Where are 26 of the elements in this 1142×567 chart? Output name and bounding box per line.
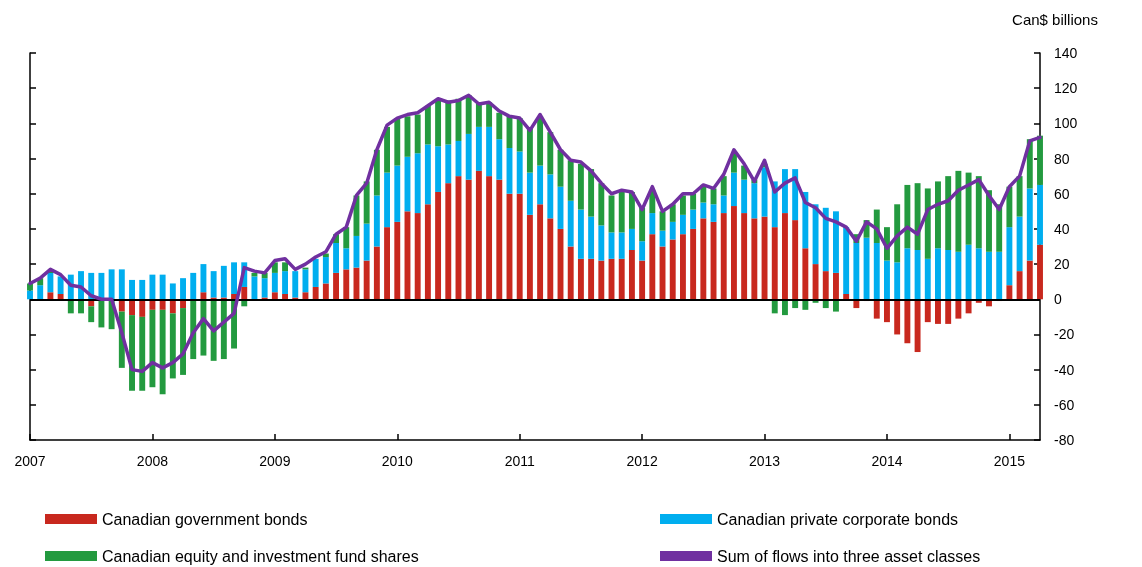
y-tick-label: -20 bbox=[1054, 326, 1075, 343]
y-tick-label: -80 bbox=[1054, 432, 1075, 448]
x-tick-label: 2012 bbox=[626, 453, 658, 469]
legend-label: Canadian equity and investment fund shares bbox=[102, 547, 419, 565]
y-tick-label: -40 bbox=[1054, 361, 1075, 378]
legend-label: Canadian private corporate bonds bbox=[717, 510, 959, 528]
x-tick-label: 2007 bbox=[14, 453, 46, 469]
x-tick-label: 2015 bbox=[993, 453, 1026, 469]
y-tick-label: -60 bbox=[1054, 396, 1075, 413]
x-tick-label: 2008 bbox=[136, 453, 169, 469]
y-tick-label: 40 bbox=[1054, 220, 1070, 237]
legend-label: Sum of flows into three asset classes bbox=[717, 547, 981, 565]
legend-label: Canadian government bonds bbox=[102, 510, 308, 528]
x-tick-label: 2014 bbox=[871, 453, 903, 469]
y-tick-label: 60 bbox=[1054, 185, 1070, 202]
x-tick-label: 2009 bbox=[259, 453, 291, 469]
x-tick-label: 2010 bbox=[381, 453, 414, 469]
y-tick-label: 20 bbox=[1054, 256, 1070, 273]
y-tick-label: 120 bbox=[1054, 80, 1078, 97]
y-tick-label: 0 bbox=[1054, 291, 1062, 308]
x-tick-label: 2013 bbox=[748, 453, 781, 469]
y-tick-label: 140 bbox=[1054, 45, 1078, 61]
y-axis-title: Can$ billions bbox=[1012, 11, 1098, 28]
x-tick-label: 2011 bbox=[504, 453, 535, 469]
y-tick-label: 100 bbox=[1054, 115, 1078, 132]
y-tick-label: 80 bbox=[1054, 150, 1070, 167]
